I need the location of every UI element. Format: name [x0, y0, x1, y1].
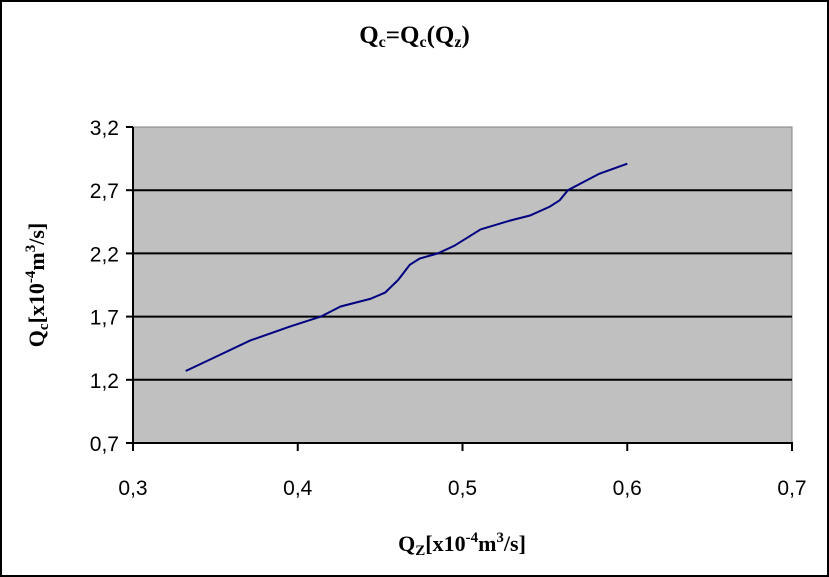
x-tick-label: 0,4 [283, 477, 313, 500]
y-tick-label: 3,2 [90, 117, 119, 140]
y-tick-labels: 3,2 2,7 2,2 1,7 1,2 0,7 [90, 117, 119, 456]
y-tick-label: 2,2 [90, 243, 119, 266]
x-tick-label: 0,3 [118, 477, 147, 500]
plot-area [132, 126, 793, 444]
chart-title: Qc=Qc(Qz) [359, 22, 470, 51]
y-tick-label: 0,7 [90, 433, 119, 456]
x-tick-label: 0,7 [777, 477, 806, 500]
data-line [185, 162, 628, 372]
y-tick-label: 1,7 [90, 307, 119, 330]
x-tick-labels: 0,3 0,4 0,5 0,6 0,7 [118, 477, 806, 500]
axes [126, 126, 793, 451]
y-tick-label: 1,2 [90, 370, 119, 393]
y-axis-label: Qc[x10-4m3/s] [23, 222, 52, 348]
x-axis-label: QZ[x10-4m3/s] [398, 530, 526, 559]
x-tick-label: 0,5 [448, 477, 477, 500]
gridlines [133, 189, 792, 381]
x-tick-label: 0,6 [613, 477, 642, 500]
y-tick-label: 2,7 [90, 180, 119, 203]
